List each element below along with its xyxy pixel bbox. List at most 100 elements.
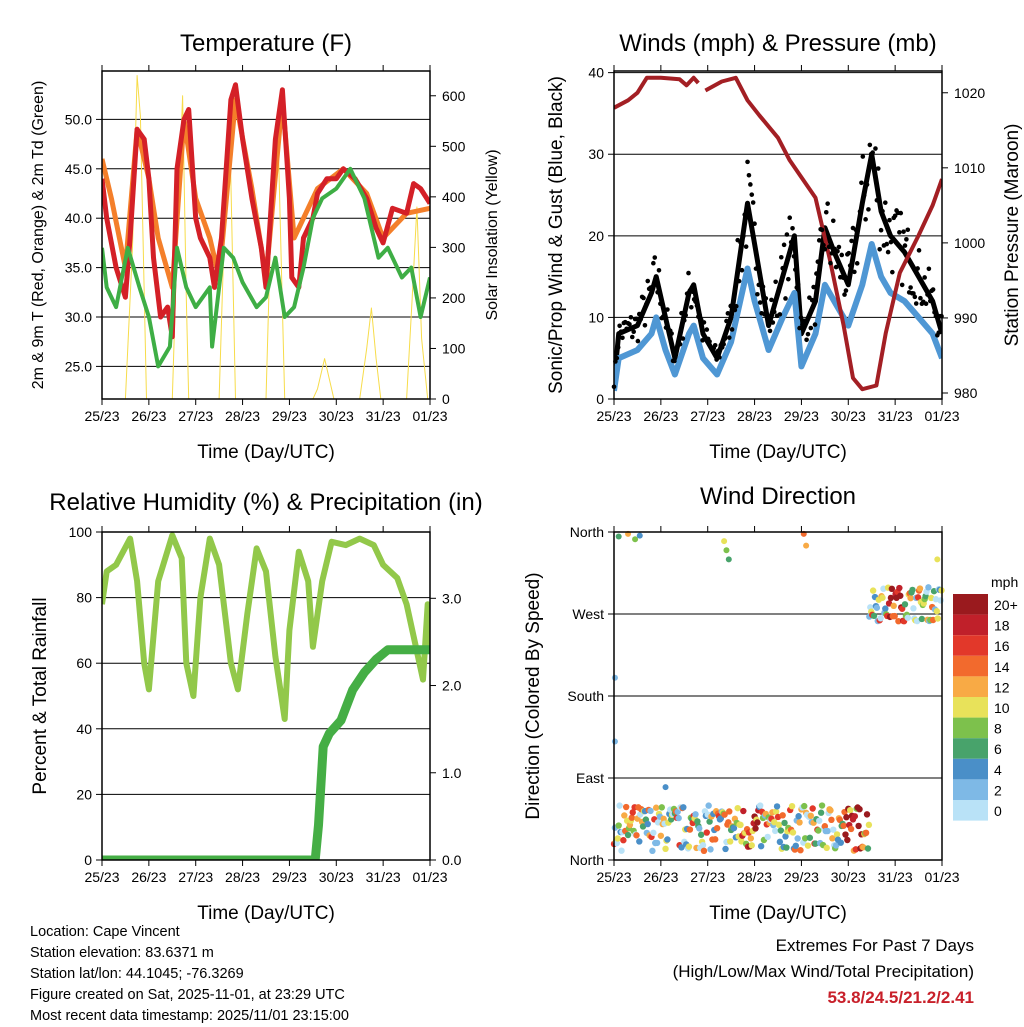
temperature-y2label: Solar Insolation (Yellow)	[484, 149, 501, 320]
y-tick-label: 100	[69, 524, 93, 540]
gust-point	[624, 326, 629, 332]
gust-point	[641, 295, 646, 301]
gust-point	[777, 312, 783, 317]
gust-point	[826, 244, 832, 250]
direction-point	[821, 823, 829, 830]
direction-point	[833, 831, 841, 838]
gust-point	[742, 212, 748, 217]
direction-point	[776, 838, 784, 846]
direction-point	[658, 804, 665, 811]
y-tick-label: 45.0	[65, 161, 92, 177]
direction-point	[636, 838, 643, 845]
gust-point	[689, 304, 694, 310]
legend-swatch	[953, 738, 988, 759]
gust-point	[842, 292, 847, 297]
x-tick-label: 01/23	[924, 869, 959, 885]
x-tick-label: 01/23	[924, 408, 959, 424]
direction-point	[804, 842, 812, 849]
y2-tick-label: 3.0	[442, 590, 462, 606]
gust-point	[704, 327, 710, 332]
direction-point	[632, 536, 639, 543]
gust-point	[617, 323, 622, 329]
gust-point	[694, 303, 700, 308]
direction-point	[934, 615, 941, 622]
direction-point	[660, 815, 667, 823]
gust-point	[860, 154, 866, 159]
y2-tick-label: 1.0	[442, 765, 462, 781]
direction-point	[788, 802, 796, 810]
direction-point	[614, 835, 621, 842]
legend-label: 16	[994, 638, 1010, 654]
gust-point	[698, 317, 704, 322]
gust-point	[697, 312, 703, 318]
gust-point	[763, 296, 769, 301]
gust-point	[722, 336, 728, 341]
gust-point	[717, 355, 722, 360]
y-tick-label: 10	[588, 309, 604, 325]
temperature-xlabel: Time (Day/UTC)	[197, 442, 335, 463]
direction-point	[737, 821, 744, 829]
direction-point	[752, 825, 759, 832]
gust-point	[936, 330, 942, 335]
direction-point	[795, 813, 802, 820]
gust-point	[797, 325, 802, 331]
direction-point	[756, 802, 764, 809]
extremes-subtitle: (High/Low/Max Wind/Total Precipitation)	[672, 962, 974, 981]
x-tick-label: 29/23	[272, 408, 307, 424]
y-tick-label: North	[570, 852, 604, 868]
gust-point	[651, 260, 656, 266]
legend-label: 12	[994, 679, 1010, 695]
y-tick-label: South	[567, 688, 604, 704]
x-tick-label: 26/23	[643, 408, 678, 424]
direction-point	[678, 844, 685, 851]
gust-point	[871, 165, 877, 171]
direction-point	[620, 837, 627, 844]
recent-data-text: Most recent data timestamp: 2025/11/01 2…	[30, 1008, 349, 1024]
gust-point	[830, 218, 836, 224]
plot-frame	[613, 531, 943, 861]
speed-legend: mph 20+ 18 16 14 12 10 8 6 4 2 0	[953, 574, 1018, 821]
gust-point	[866, 207, 871, 212]
gust-point	[776, 289, 781, 295]
direction-point	[747, 835, 755, 842]
gust-point	[749, 192, 755, 197]
legend-label: 0	[994, 803, 1002, 819]
legend-swatch	[953, 676, 988, 697]
legend-label: 8	[994, 721, 1002, 737]
x-tick-label: 31/23	[878, 408, 913, 424]
gust-point	[899, 282, 905, 288]
gust-point	[680, 336, 686, 341]
gust-point	[849, 238, 854, 244]
direction-point	[662, 845, 669, 853]
direction-point	[832, 842, 840, 849]
gust-point	[878, 227, 884, 233]
direction-point	[847, 825, 855, 833]
gust-point	[911, 291, 916, 296]
direction-point	[887, 594, 895, 602]
gust-point	[715, 348, 721, 354]
gust-point	[760, 284, 766, 290]
gust-point	[707, 339, 712, 344]
direction-point	[840, 822, 847, 829]
gust-point	[897, 230, 902, 235]
gust-point	[770, 320, 776, 325]
gust-point	[898, 210, 904, 216]
x-tick-label: 25/23	[84, 408, 119, 424]
direction-point	[910, 605, 917, 612]
gust-point	[916, 248, 922, 253]
gust-point	[839, 252, 845, 258]
created-text: Figure created on Sat, 2025-11-01, at 23…	[30, 987, 345, 1003]
gust-point	[816, 238, 822, 243]
gust-point	[645, 278, 651, 284]
direction-point	[616, 802, 623, 809]
gust-point	[638, 316, 644, 322]
gust-point	[912, 294, 918, 300]
gust-point	[811, 284, 816, 290]
humidity-xlabel: Time (Day/UTC)	[197, 903, 335, 924]
legend-label: 6	[994, 741, 1002, 757]
legend-label: 2	[994, 782, 1002, 798]
direction-point	[888, 585, 896, 593]
gust-point	[725, 311, 731, 316]
